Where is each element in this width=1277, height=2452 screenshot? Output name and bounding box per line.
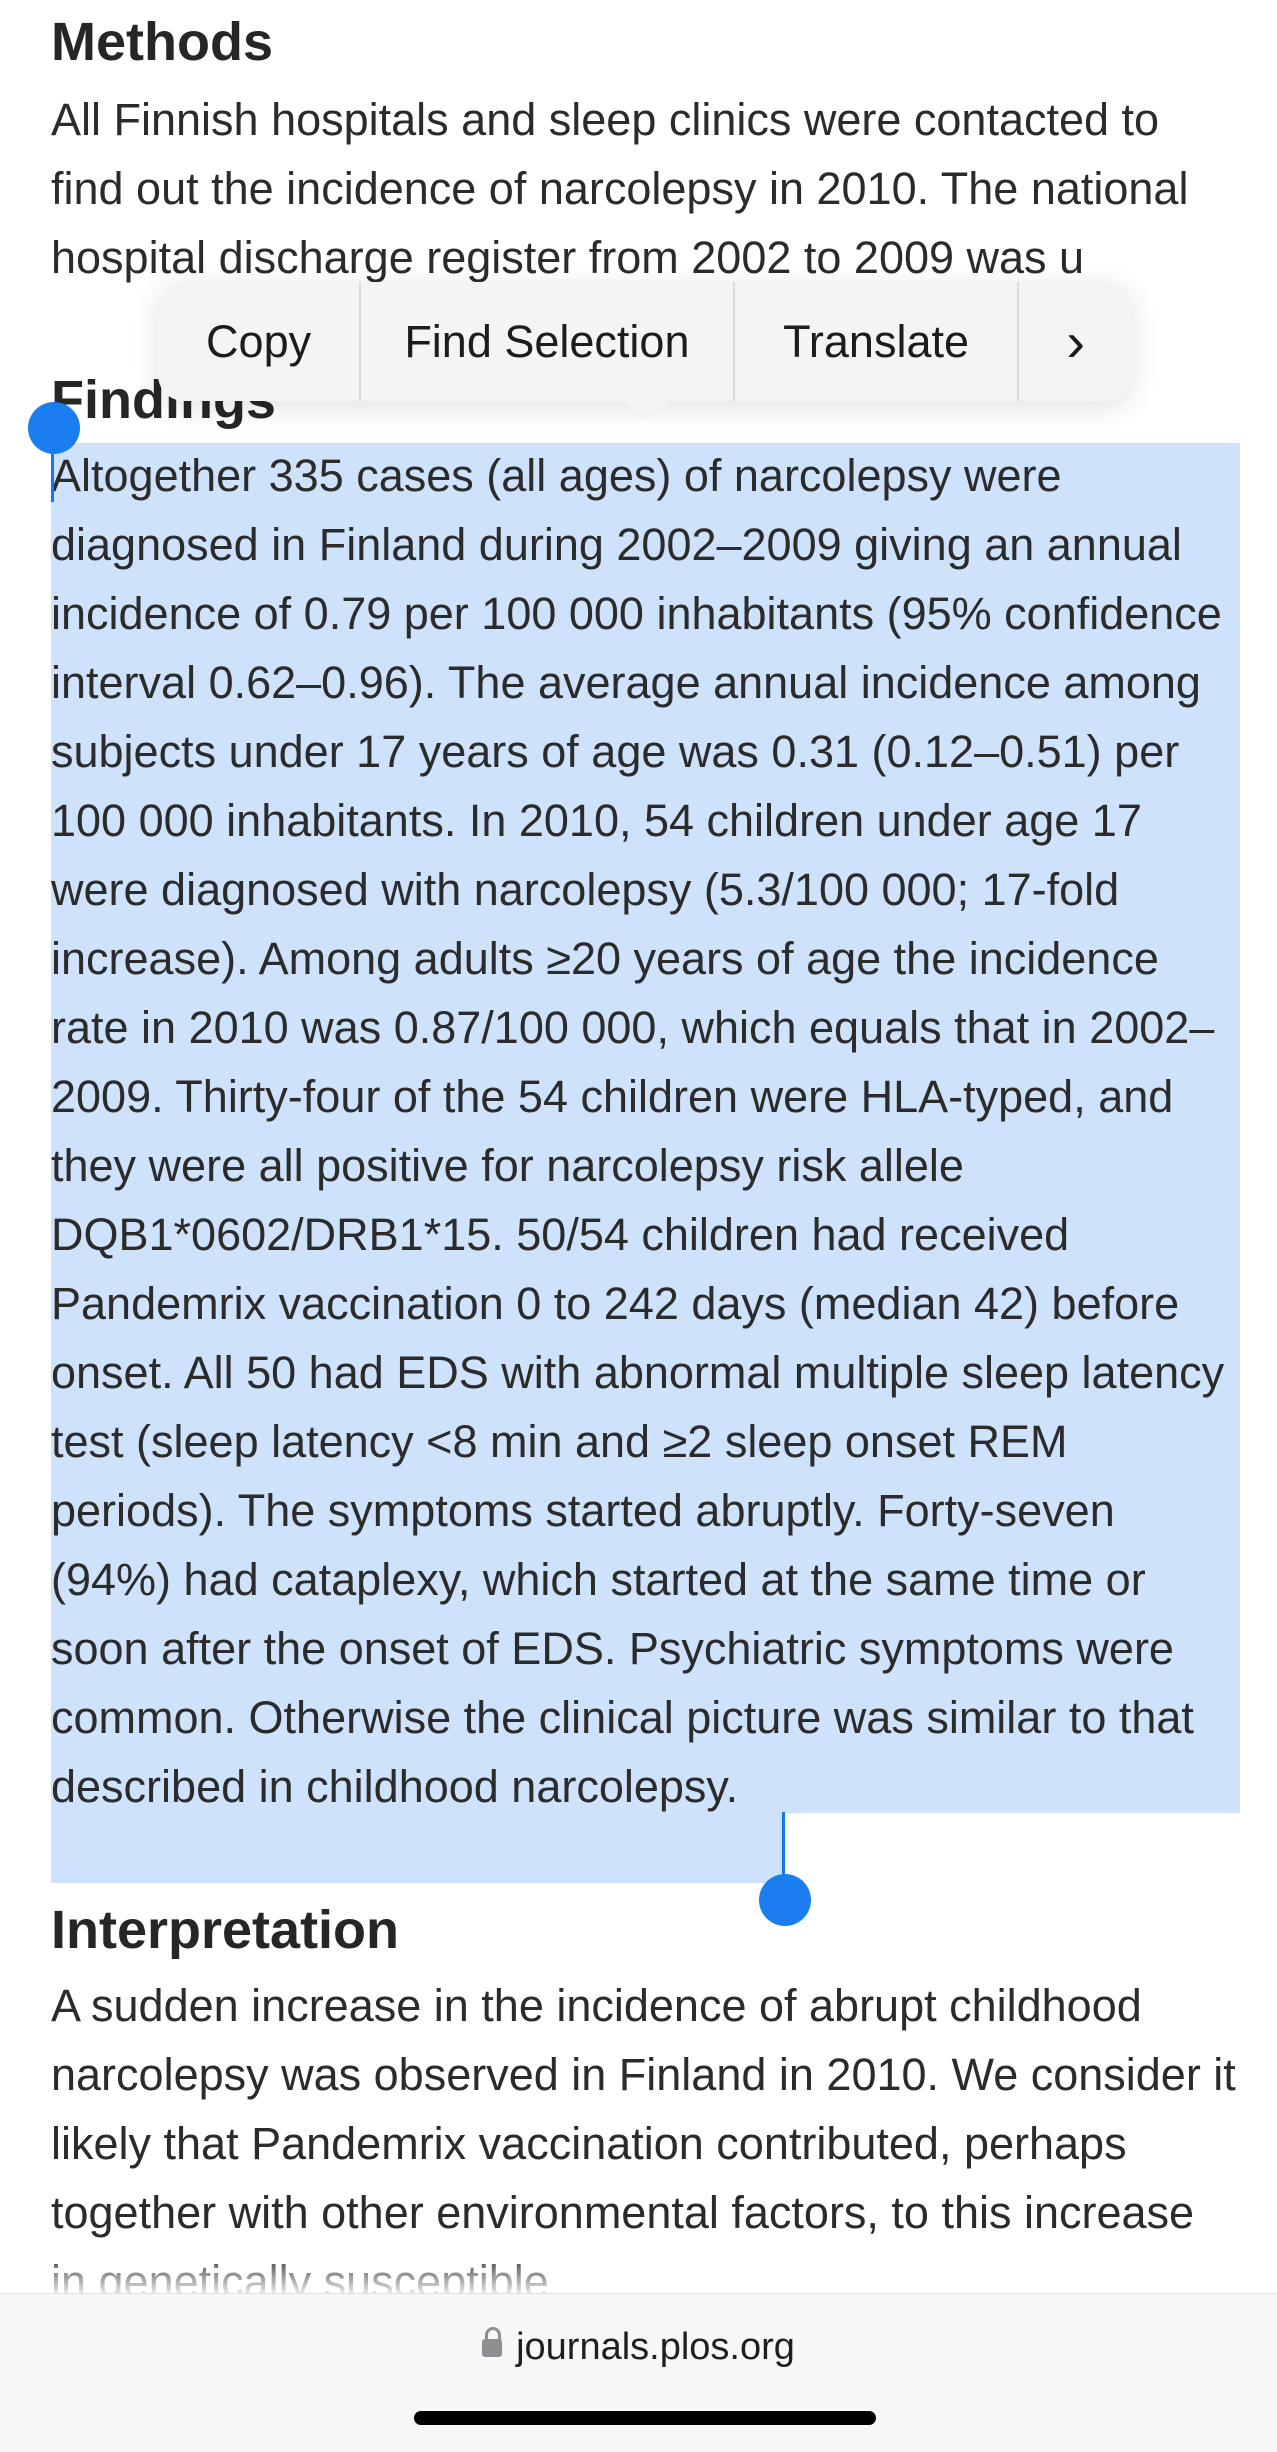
text-selection-highlight bbox=[51, 443, 1240, 1813]
more-chevron-icon[interactable]: › bbox=[1066, 310, 1086, 373]
interpretation-heading: Interpretation bbox=[51, 1900, 400, 1960]
methods-text: All Finnish hospitals and sleep clinics … bbox=[51, 94, 1189, 283]
selection-start-line bbox=[51, 440, 54, 502]
methods-heading: Methods bbox=[51, 12, 273, 72]
url-text[interactable]: journals.plos.org bbox=[516, 2326, 795, 2368]
find-selection-button[interactable]: Find Selection bbox=[361, 282, 735, 401]
interpretation-text: A sudden increase in the incidence of ab… bbox=[51, 1980, 1236, 2307]
lock-icon bbox=[482, 2327, 503, 2357]
home-indicator[interactable] bbox=[414, 2411, 876, 2425]
menu-pointer bbox=[620, 398, 672, 422]
text-selection-highlight-last-line bbox=[51, 1813, 785, 1883]
selection-start-handle[interactable] bbox=[28, 402, 80, 454]
text-selection-menu: Copy Find Selection Translate › bbox=[158, 282, 1132, 401]
address-bar[interactable] bbox=[0, 2293, 1277, 2452]
selection-end-line bbox=[782, 1812, 785, 1882]
translate-button[interactable]: Translate bbox=[735, 282, 1020, 401]
selection-end-handle[interactable] bbox=[759, 1874, 811, 1926]
findings-text[interactable]: Altogether 335 cases (all ages) of narco… bbox=[51, 450, 1225, 1812]
scroll-fade bbox=[0, 2252, 1277, 2294]
copy-button[interactable]: Copy bbox=[158, 282, 362, 401]
address-bar-url-row[interactable]: journals.plos.org bbox=[0, 2326, 1277, 2369]
